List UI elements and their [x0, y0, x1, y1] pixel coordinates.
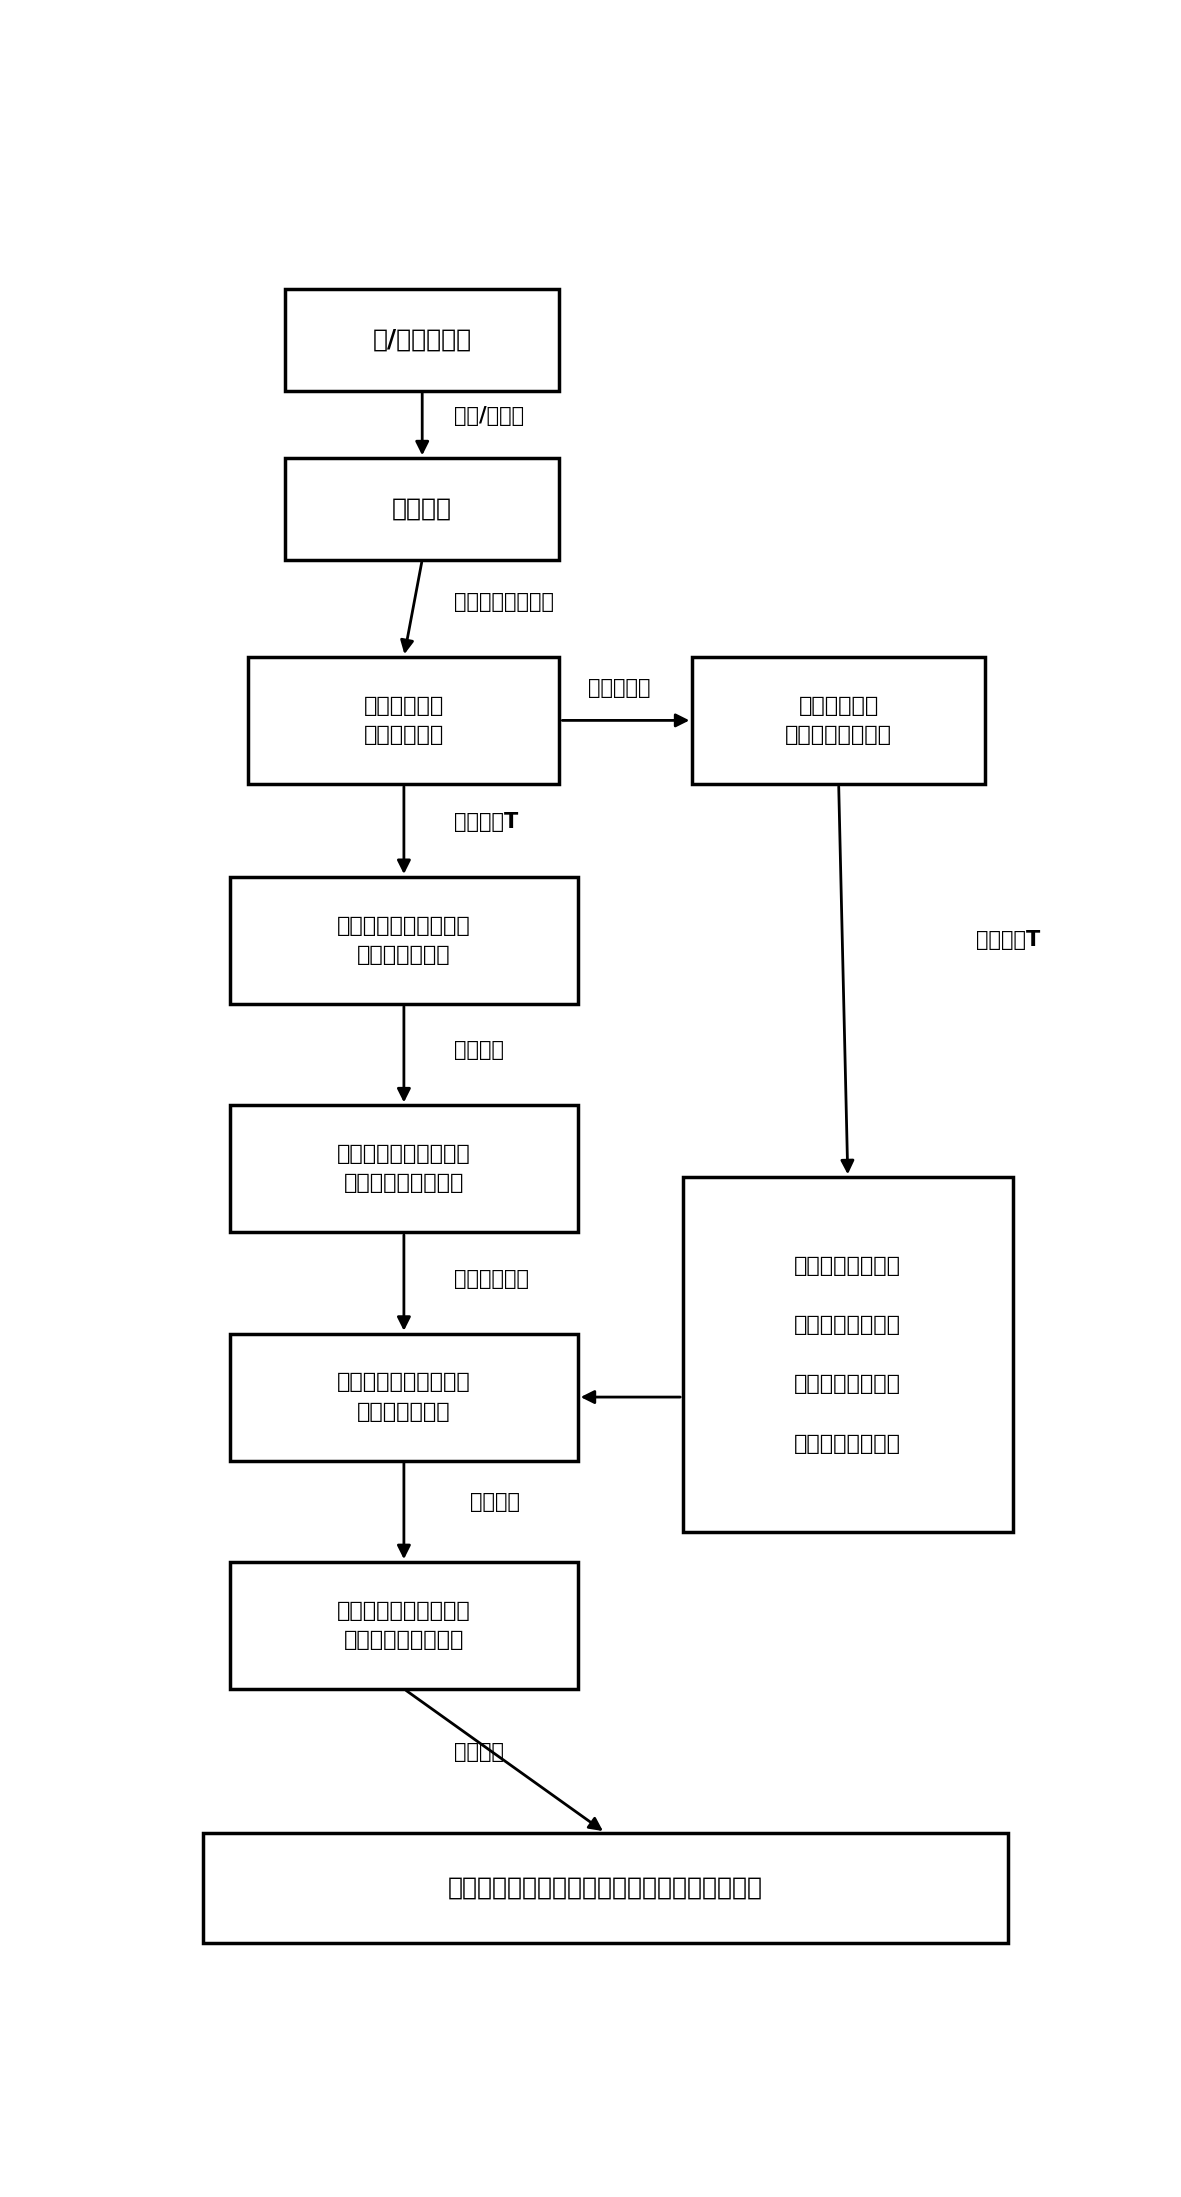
FancyBboxPatch shape [285, 459, 560, 560]
Text: 分段线性拟合: 分段线性拟合 [455, 1268, 529, 1290]
Text: 设置温度T: 设置温度T [976, 929, 1040, 951]
Text: 等温吸附实验
吸附质为氦气: 等温吸附实验 吸附质为氦气 [364, 696, 444, 745]
Text: 制样/预处理: 制样/预处理 [455, 406, 524, 426]
Text: 样品缸各平衡压力点及
对应的自由空间体积: 样品缸各平衡压力点及 对应的自由空间体积 [337, 1145, 471, 1193]
Text: 试验样品: 试验样品 [392, 497, 452, 521]
Text: 各平衡压力点试验气体的吸附增量和累积吸附量: 各平衡压力点试验气体的吸附增量和累积吸附量 [448, 1876, 763, 1900]
FancyBboxPatch shape [230, 1334, 578, 1461]
Text: 等温吸附实验
吸附质为试验气体: 等温吸附实验 吸附质为试验气体 [785, 696, 892, 745]
FancyBboxPatch shape [285, 290, 560, 391]
Text: 带入求解: 带入求解 [470, 1492, 521, 1512]
Text: 参考缸的初始压力

参考缸的平衡压力

样品缸的初始压力

样品缸的平衡压力: 参考缸的初始压力 参考缸的平衡压力 样品缸的初始压力 样品缸的平衡压力 [795, 1257, 901, 1454]
Text: 排气、驱管: 排气、驱管 [588, 679, 651, 699]
FancyBboxPatch shape [248, 657, 560, 784]
FancyBboxPatch shape [203, 1832, 1009, 1942]
Text: 平衡压力点与自由空间
体积的拟合方程: 平衡压力点与自由空间 体积的拟合方程 [337, 1373, 471, 1421]
Text: 称重、装入样品缸: 称重、装入样品缸 [455, 591, 554, 613]
Text: 设置温度T: 设置温度T [455, 813, 518, 833]
Text: 样品缸在各平衡压力点
的真实自由空间体积: 样品缸在各平衡压力点 的真实自由空间体积 [337, 1602, 471, 1650]
FancyBboxPatch shape [683, 1178, 1012, 1534]
FancyBboxPatch shape [230, 1105, 578, 1233]
Text: 煤/泥页岩样品: 煤/泥页岩样品 [373, 327, 471, 352]
FancyBboxPatch shape [692, 657, 985, 784]
FancyBboxPatch shape [230, 1562, 578, 1689]
Text: 参考缸、样品缸的初始
压力和平衡压力: 参考缸、样品缸的初始 压力和平衡压力 [337, 916, 471, 964]
Text: 迭代求解: 迭代求解 [455, 1742, 504, 1762]
Text: 质量守恒: 质量守恒 [455, 1039, 504, 1061]
FancyBboxPatch shape [230, 877, 578, 1004]
